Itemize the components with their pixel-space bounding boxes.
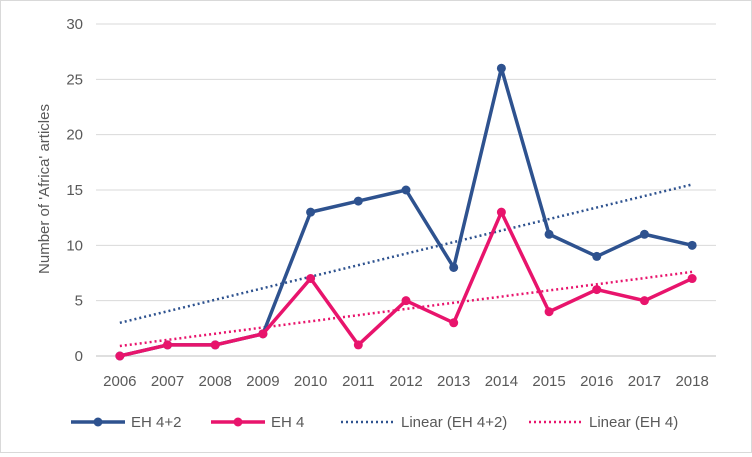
series-line-1 [119, 66, 693, 358]
data-point-1-2014 [496, 63, 506, 73]
data-point-2-2010 [306, 274, 316, 284]
data-point-2-2016 [592, 285, 602, 295]
x-tick-label-2013: 2013 [437, 373, 470, 390]
legend-label-2: EH 4 [271, 414, 304, 431]
legend-label-4: Linear (EH 4) [589, 414, 678, 431]
data-point-2-2015 [544, 307, 554, 317]
legend-marker-2 [233, 417, 243, 427]
y-tick-label-30: 30 [66, 16, 83, 33]
data-point-1-2018 [687, 240, 697, 250]
data-point-2-2014 [496, 207, 506, 217]
trendline-1 [119, 183, 693, 325]
x-tick-label-2011: 2011 [342, 373, 374, 390]
x-tick-label-2017: 2017 [628, 373, 661, 390]
x-tick-label-2010: 2010 [294, 373, 327, 390]
x-tick-label-2008: 2008 [199, 373, 232, 390]
x-tick-label-2018: 2018 [675, 373, 708, 390]
legend-marker-1 [93, 417, 103, 427]
y-tick-label-5: 5 [75, 293, 83, 310]
legend-label-1: EH 4+2 [131, 414, 181, 431]
y-tick-label-25: 25 [66, 71, 83, 88]
y-axis-label: Number of 'Africa' articles [36, 104, 53, 274]
y-tick-label-20: 20 [66, 127, 83, 144]
data-point-2-2018 [687, 274, 697, 284]
data-point-1-2015 [544, 229, 554, 239]
trendlines [119, 183, 693, 348]
data-point-1-2013 [449, 262, 459, 272]
data-point-1-2012 [401, 185, 411, 195]
data-point-2-2013 [449, 318, 459, 328]
x-tick-label-2015: 2015 [532, 373, 565, 390]
x-tick-label-2009: 2009 [246, 373, 279, 390]
x-tick-label-2012: 2012 [389, 373, 422, 390]
x-tick-label-2006: 2006 [103, 373, 136, 390]
y-tick-label-0: 0 [75, 348, 83, 365]
legend: EH 4+2 EH 4 Linear (EH 4+2) Linear (EH 4) [71, 414, 678, 431]
gridlines [96, 23, 716, 302]
legend-label-3: Linear (EH 4+2) [401, 414, 507, 431]
data-point-1-2016 [592, 251, 602, 261]
data-point-2-2017 [639, 296, 649, 306]
y-tick-label-15: 15 [66, 182, 83, 199]
series-lines [115, 63, 697, 361]
x-tick-label-2014: 2014 [485, 373, 518, 390]
data-point-1-2017 [639, 229, 649, 239]
data-point-1-2010 [306, 207, 316, 217]
data-point-2-2011 [353, 340, 363, 350]
data-point-2-2006 [115, 351, 125, 361]
x-tick-label-2016: 2016 [580, 373, 613, 390]
data-point-2-2007 [163, 340, 173, 350]
trendline-2 [119, 270, 693, 348]
data-point-2-2008 [210, 340, 220, 350]
data-point-1-2011 [353, 196, 363, 206]
data-point-2-2009 [258, 329, 268, 339]
data-point-2-2012 [401, 296, 411, 306]
axes: 0 5 10 15 20 25 30 2006 2007 2008 2009 2010 2011 2012… [66, 16, 716, 390]
y-tick-label-10: 10 [66, 237, 83, 254]
x-tick-label-2007: 2007 [151, 373, 184, 390]
